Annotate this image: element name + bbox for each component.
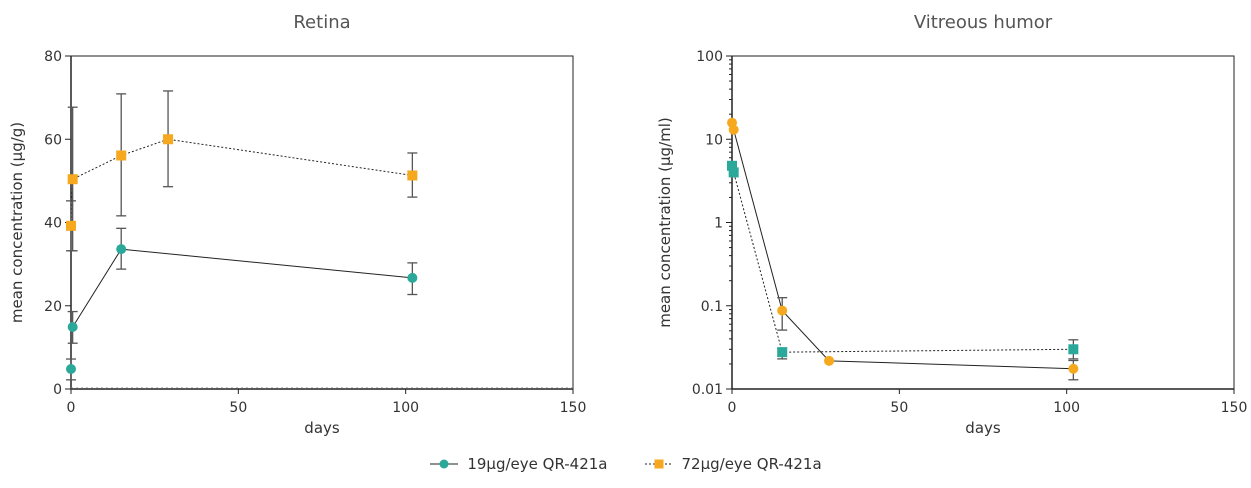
y-tick-label: 20 bbox=[44, 299, 62, 315]
legend-marker-square bbox=[644, 459, 673, 469]
chart-title: Vitreous humor bbox=[914, 12, 1053, 33]
y-tick-label: 10 bbox=[705, 132, 723, 148]
legend-item-72ug: 72µg/eye QR-421a bbox=[644, 455, 822, 473]
data-point bbox=[777, 347, 788, 358]
x-tick-label: 150 bbox=[1221, 400, 1248, 416]
chart-title: Retina bbox=[293, 12, 350, 33]
series-line bbox=[72, 248, 413, 328]
x-tick-label: 0 bbox=[67, 400, 76, 416]
y-axis-label: mean concentration (µg/ml) bbox=[656, 117, 674, 328]
data-point bbox=[66, 364, 76, 375]
legend-label: 19µg/eye QR-421a bbox=[467, 455, 608, 473]
x-axis-label: days bbox=[965, 419, 1001, 437]
data-point bbox=[67, 321, 78, 332]
data-point bbox=[777, 305, 788, 316]
legend-label: 72µg/eye QR-421a bbox=[681, 455, 822, 473]
legend: 19µg/eye QR-421a 72µg/eye QR-421a bbox=[0, 455, 1251, 473]
data-point bbox=[66, 220, 76, 231]
data-point bbox=[824, 355, 835, 366]
x-tick-label: 50 bbox=[890, 400, 908, 416]
y-tick-label: 0.01 bbox=[692, 382, 723, 398]
y-axis-label: mean concentration (µg/g) bbox=[8, 122, 26, 323]
x-tick-label: 100 bbox=[392, 400, 419, 416]
x-tick-label: 50 bbox=[229, 400, 247, 416]
y-tick-label: 0 bbox=[53, 382, 62, 398]
legend-item-19ug: 19µg/eye QR-421a bbox=[429, 455, 608, 473]
series-line bbox=[731, 165, 1074, 353]
plot-frame bbox=[70, 55, 574, 390]
series-72µg bbox=[66, 90, 418, 252]
data-point bbox=[728, 124, 739, 135]
y-tick-label: 1 bbox=[714, 216, 723, 232]
x-tick-label: 0 bbox=[728, 400, 737, 416]
data-point bbox=[67, 174, 78, 185]
series-72µg bbox=[727, 160, 1079, 360]
y-tick-label: 60 bbox=[44, 132, 62, 148]
y-tick-label: 0.1 bbox=[701, 299, 723, 315]
data-point bbox=[1068, 363, 1079, 374]
x-tick-label: 100 bbox=[1053, 400, 1080, 416]
legend-marker-circle bbox=[430, 459, 459, 469]
data-point bbox=[163, 134, 174, 145]
data-point bbox=[727, 160, 737, 171]
plot-vitreous-humor: Vitreous humor 0 50 100 150 0.01 0.1 1 10 100 days… bbox=[656, 12, 1247, 437]
data-point bbox=[1068, 344, 1079, 355]
data-point bbox=[116, 150, 127, 161]
plot-frame bbox=[731, 55, 1235, 390]
series-19µg bbox=[66, 227, 418, 381]
series-19µg bbox=[727, 117, 1079, 381]
plot-retina: Retina 0 50 100 150 0 20 40 60 80 days mean concent… bbox=[8, 12, 586, 437]
data-point bbox=[728, 167, 739, 178]
y-tick-label: 100 bbox=[696, 49, 723, 65]
x-tick-label: 150 bbox=[560, 400, 587, 416]
data-point bbox=[407, 170, 418, 181]
series-line bbox=[731, 122, 1074, 370]
y-tick-label: 80 bbox=[44, 49, 62, 65]
data-point bbox=[407, 272, 418, 283]
x-axis-label: days bbox=[304, 419, 340, 437]
data-point bbox=[116, 244, 127, 255]
y-tick-label: 40 bbox=[44, 216, 62, 232]
